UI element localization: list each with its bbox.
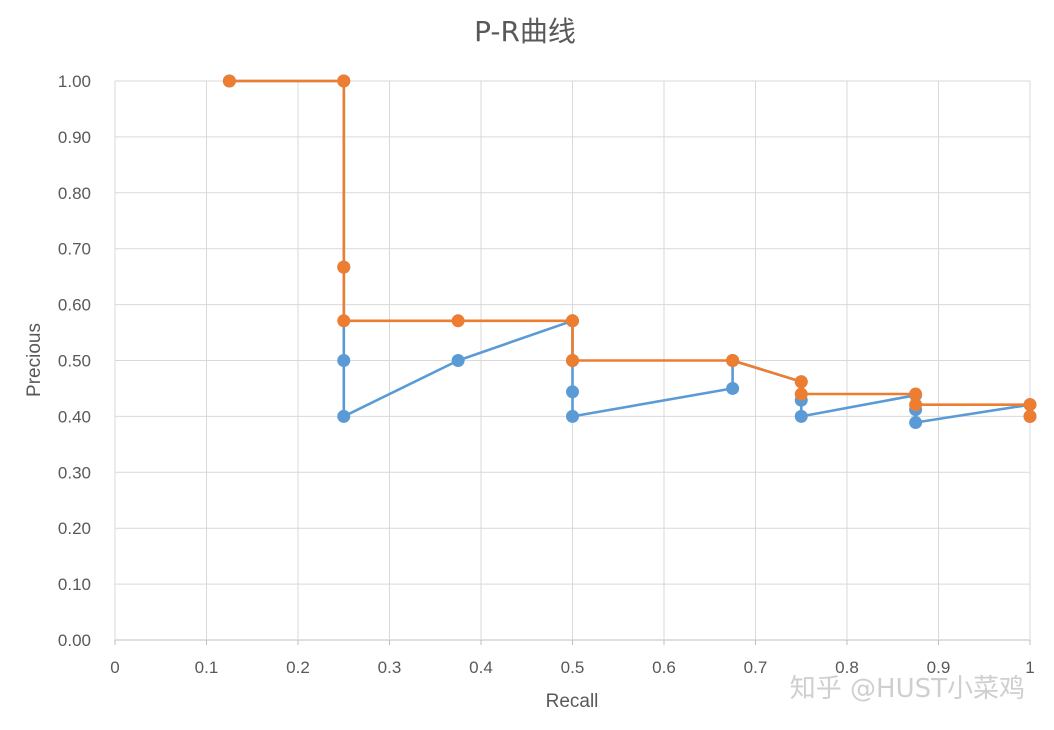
y-tick-label: 0.00 [58, 631, 91, 650]
y-tick-label: 0.90 [58, 128, 91, 147]
x-axis-title: Recall [546, 691, 599, 712]
series-points [222, 74, 1037, 430]
series-2-point [794, 375, 808, 389]
y-tick-label: 0.80 [58, 184, 91, 203]
x-tick-label: 0.4 [469, 658, 493, 677]
series-2-point [1023, 409, 1037, 423]
series-1-point [337, 409, 351, 423]
series-1-point [566, 409, 579, 423]
series-2-point [451, 314, 465, 328]
series-2-point [337, 260, 351, 274]
series-1-point [451, 354, 465, 367]
x-tick-label: 0.3 [378, 658, 402, 677]
y-tick-label: 0.60 [58, 296, 91, 315]
x-tick-label: 0.7 [744, 658, 768, 677]
y-tick-label: 0.10 [58, 575, 91, 594]
series-1-point [794, 409, 808, 423]
x-tick-label: 0.6 [652, 658, 676, 677]
series-1-point [909, 416, 923, 430]
x-tick-label: 0.1 [195, 658, 219, 677]
x-tick-label: 0 [110, 658, 119, 677]
x-tick-label: 0.5 [561, 658, 585, 677]
series-2-point [566, 314, 579, 328]
series-2-point [726, 354, 740, 367]
y-tick-label: 0.40 [58, 407, 91, 426]
x-tick-label: 0.8 [835, 658, 859, 677]
series-2-point [222, 74, 236, 88]
y-tick-label: 0.30 [58, 463, 91, 482]
x-tick-label: 1 [1025, 658, 1034, 677]
x-tick-label: 0.9 [927, 658, 951, 677]
series-1-line [229, 79, 1032, 424]
series-2-point [794, 387, 808, 401]
series-1-point [726, 381, 740, 395]
series-2-point [337, 314, 351, 328]
y-tick-label: 0.50 [58, 352, 91, 371]
y-tick-label: 0.70 [58, 240, 91, 259]
series-2-point [909, 387, 923, 401]
x-tick-label: 0.2 [286, 658, 310, 677]
series-2-point [566, 354, 579, 367]
series-1-point [337, 354, 351, 367]
chart-title: P-R曲线 [474, 15, 576, 48]
y-axis-ticks: 0.00 0.10 0.20 0.30 0.40 0.50 0.60 0.70 0.80 0.90… [58, 72, 91, 650]
series-1-point [566, 385, 579, 399]
y-tick-label: 1.00 [58, 72, 91, 91]
y-axis-title: Precious [24, 323, 45, 397]
series-2-point [337, 74, 351, 88]
series-2-point [909, 398, 923, 412]
series-lines [229, 79, 1032, 424]
series-2-point [1023, 398, 1037, 412]
y-tick-label: 0.20 [58, 519, 91, 538]
x-axis-ticks: 0 0.1 0.2 0.3 0.4 0.5 0.6 0.7 0.8 0.9 1 [110, 658, 1034, 677]
watermark: 知乎 @HUST小菜鸡 [790, 674, 1025, 704]
